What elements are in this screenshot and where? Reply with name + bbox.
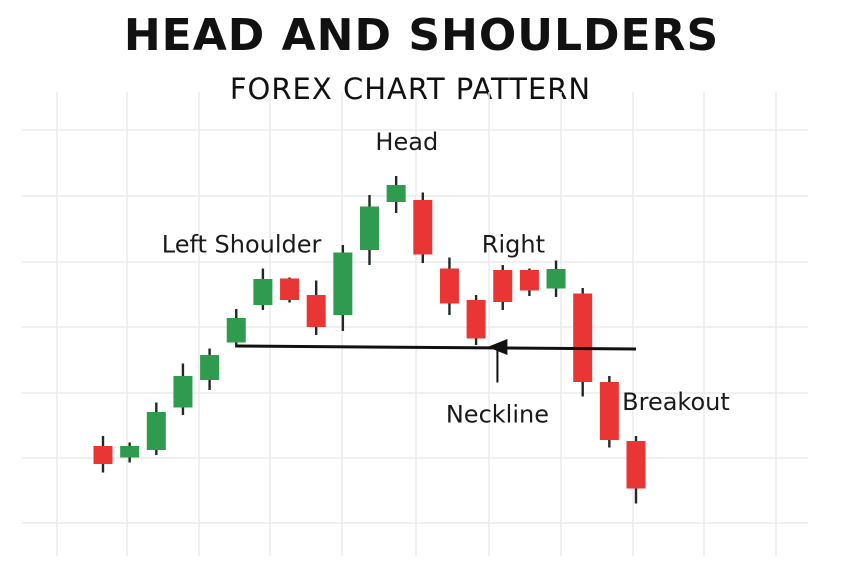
candle-bearish — [93, 436, 113, 473]
chart-grid — [22, 92, 808, 556]
candle-body — [599, 382, 619, 440]
candle-body — [626, 441, 646, 489]
candle-bullish — [333, 245, 353, 331]
candle-body — [573, 293, 593, 382]
candle-bullish — [253, 268, 273, 310]
candle-bearish — [519, 268, 539, 296]
candle-body — [546, 269, 566, 289]
candle-bullish — [146, 402, 166, 455]
candle-bullish — [120, 442, 140, 463]
candle-bullish — [546, 260, 566, 297]
candle-body — [306, 295, 326, 327]
candle-body — [200, 355, 220, 380]
candle-bearish — [439, 257, 459, 315]
chart-subtitle: FOREX CHART PATTERN — [229, 72, 592, 106]
candle-body — [93, 446, 113, 464]
chart-title: HEAD AND SHOULDERS — [123, 10, 720, 61]
candle-bullish — [360, 195, 379, 265]
candle-body — [120, 446, 140, 458]
candle-body — [280, 278, 300, 300]
candle-bullish — [226, 309, 246, 348]
candle-body — [173, 376, 193, 408]
candle-bullish — [173, 363, 193, 415]
candle-body — [519, 270, 539, 291]
candle-bearish — [466, 295, 486, 345]
candle-bearish — [280, 277, 300, 303]
candle-bearish — [573, 288, 593, 397]
candle-body — [333, 252, 353, 315]
candle-bullish — [200, 348, 220, 390]
label-left-shoulder: Left Shoulder — [162, 231, 322, 259]
candle-body — [360, 206, 379, 250]
candle-bearish — [493, 265, 513, 310]
candle-body — [146, 412, 166, 450]
candle-bearish — [306, 280, 326, 335]
label-head: Head — [375, 128, 438, 156]
candle-body — [493, 270, 513, 302]
candle-bearish — [599, 376, 619, 448]
candle-body — [253, 279, 273, 305]
candle-body — [226, 318, 246, 343]
candle-body — [386, 185, 406, 202]
candle-bullish — [386, 176, 406, 213]
label-breakout: Breakout — [622, 388, 730, 416]
candle-body — [466, 300, 486, 339]
candle-bearish — [413, 192, 433, 263]
candles-group — [93, 176, 646, 504]
neckline-line — [236, 344, 637, 351]
label-neckline: Neckline — [446, 401, 549, 429]
label-right: Right — [482, 231, 545, 259]
candle-bearish — [626, 436, 646, 504]
candle-body — [413, 200, 433, 255]
candle-body — [439, 268, 459, 304]
